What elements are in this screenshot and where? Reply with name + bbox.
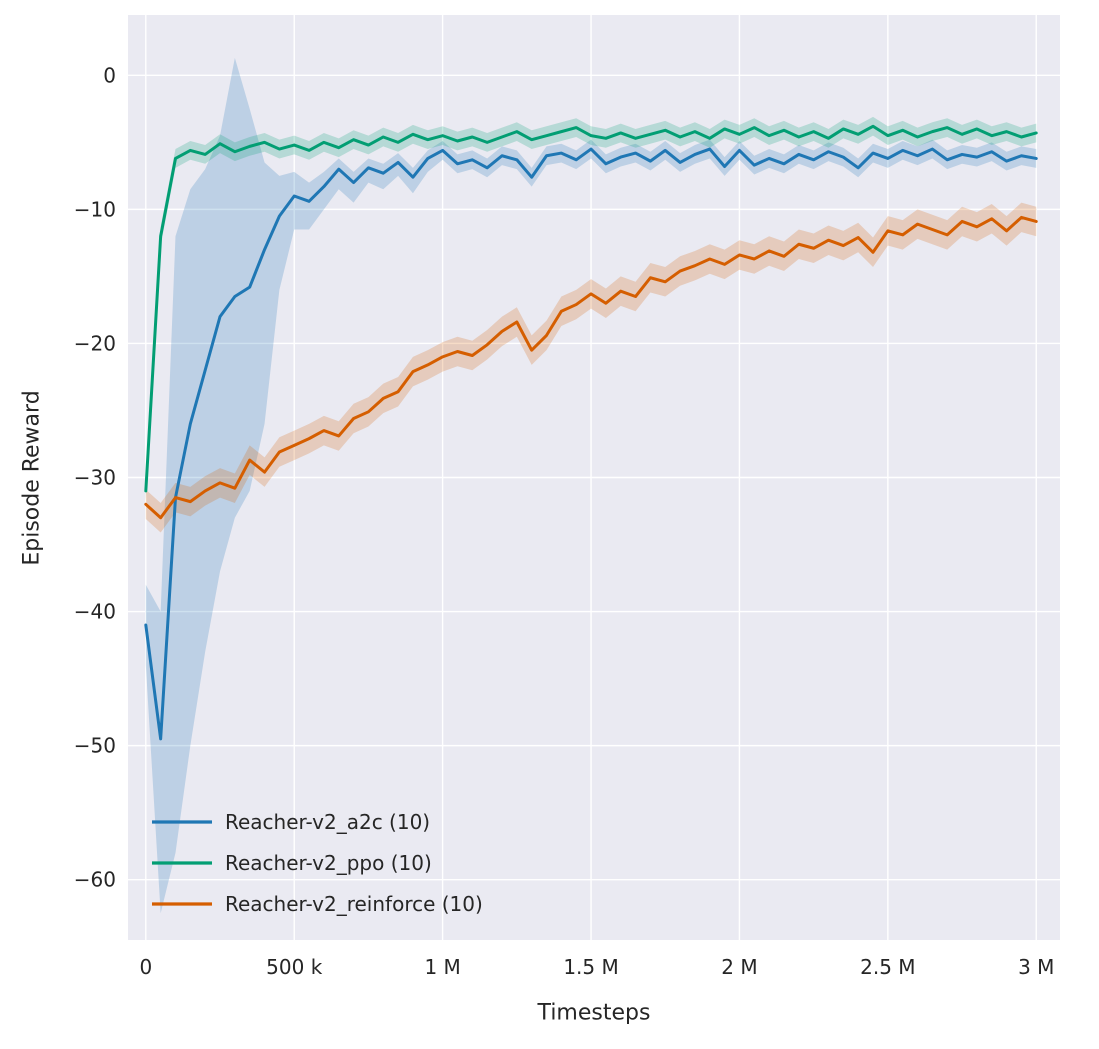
svg-text:−40: −40 [74, 600, 116, 624]
svg-text:−30: −30 [74, 466, 116, 490]
svg-text:−20: −20 [74, 331, 116, 355]
x-tick-labels: 0 500 k 1 M 1.5 M 2 M 2.5 M 3 M [139, 955, 1054, 979]
y-axis-label: Episode Reward [19, 390, 45, 566]
x-axis-label: Timesteps [537, 1000, 651, 1026]
svg-text:2.5 M: 2.5 M [860, 955, 915, 979]
legend: Reacher-v2_a2c (10) Reacher-v2_ppo (10) Re… [152, 810, 483, 916]
svg-text:2 M: 2 M [721, 955, 757, 979]
legend-label-reinforce: Reacher-v2_reinforce (10) [225, 892, 483, 916]
svg-text:1 M: 1 M [424, 955, 460, 979]
band-ppo [145, 116, 1037, 501]
svg-text:1.5 M: 1.5 M [563, 955, 618, 979]
legend-label-a2c: Reacher-v2_a2c (10) [225, 810, 430, 834]
line-a2c [144, 147, 1038, 741]
line-ppo [144, 124, 1038, 493]
svg-text:0: 0 [103, 63, 116, 87]
svg-text:−50: −50 [74, 734, 116, 758]
svg-text:−10: −10 [74, 197, 116, 221]
legend-label-ppo: Reacher-v2_ppo (10) [225, 851, 432, 875]
band-a2c [145, 57, 1037, 914]
line-reinforce [144, 215, 1038, 520]
svg-text:0: 0 [139, 955, 152, 979]
y-tick-labels: 0 −10 −20 −30 −40 −50 −60 [74, 63, 116, 891]
svg-text:500 k: 500 k [266, 955, 323, 979]
svg-text:3 M: 3 M [1018, 955, 1054, 979]
svg-text:−60: −60 [74, 868, 116, 892]
